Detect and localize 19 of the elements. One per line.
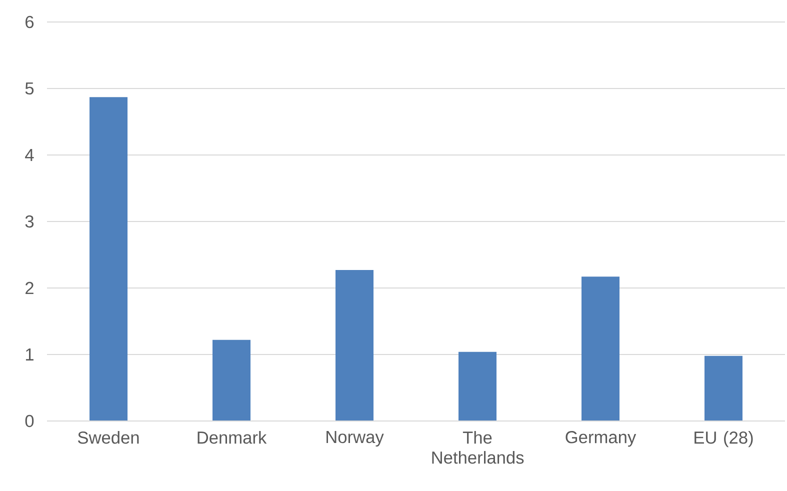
y-tick-label: 2: [26, 282, 34, 294]
bar: [458, 352, 496, 421]
x-tick-label: Denmark: [198, 431, 267, 444]
bar: [212, 340, 251, 421]
x-tick-label: The Netherlands: [432, 431, 524, 464]
y-tick-label: 6: [26, 16, 34, 28]
x-tick-label: Sweden: [78, 431, 139, 444]
y-tick-label: 3: [25, 215, 34, 228]
bar: [336, 270, 374, 421]
bar: [582, 276, 620, 421]
y-tick-label: 0: [25, 414, 34, 428]
y-tick-label: 1: [26, 348, 34, 360]
x-tick-label: Norway: [326, 431, 384, 447]
y-tick-label: 5: [25, 82, 34, 95]
y-tick-label: 4: [25, 149, 34, 161]
bar: [90, 97, 128, 421]
bar: [704, 356, 742, 421]
x-tick-label: EU (28): [694, 431, 753, 448]
x-tick-label: Germany: [566, 431, 636, 447]
